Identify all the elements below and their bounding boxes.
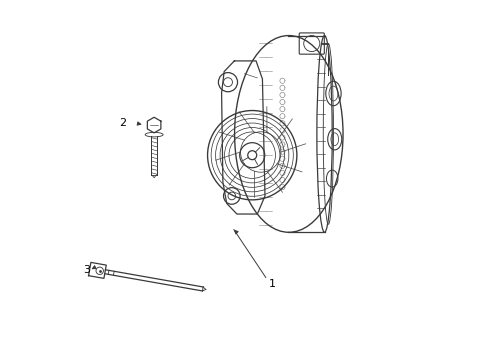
Text: 1: 1	[269, 279, 276, 289]
Text: 3: 3	[83, 265, 90, 275]
Text: 2: 2	[119, 118, 126, 128]
